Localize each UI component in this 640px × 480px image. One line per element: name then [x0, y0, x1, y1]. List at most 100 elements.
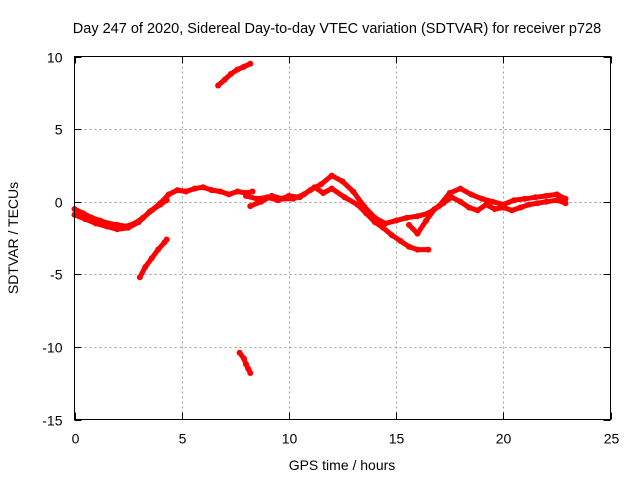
series-group [71, 60, 569, 376]
data-point [125, 224, 132, 231]
series-main-trace-b [72, 197, 170, 232]
data-point [397, 237, 404, 244]
data-point [414, 246, 421, 253]
data-point [440, 200, 447, 207]
data-point [339, 178, 346, 185]
data-point [425, 246, 432, 253]
data-point [431, 206, 438, 212]
data-point [240, 355, 247, 362]
y-tick-labels: -15 -10 -5 0 5 10 [42, 50, 62, 429]
x-axis-label: GPS time / hours [289, 457, 396, 473]
data-point [478, 195, 485, 202]
x-tick-label: 0 [72, 431, 80, 447]
data-point [466, 204, 472, 211]
data-point [320, 190, 327, 196]
data-point [174, 187, 181, 194]
data-point [511, 197, 517, 204]
y-axis-label: SDTVAR / TECUs [5, 182, 21, 294]
data-point [448, 194, 455, 201]
data-point [371, 219, 378, 225]
data-point [521, 195, 528, 202]
x-tick-label: 20 [496, 431, 512, 447]
data-point [388, 232, 395, 239]
data-point [403, 214, 410, 221]
data-point [234, 66, 241, 73]
data-point [328, 185, 335, 192]
data-point [258, 198, 264, 205]
data-point [491, 206, 498, 212]
data-point [191, 185, 198, 192]
x-tick-label: 15 [389, 431, 405, 447]
data-point [380, 224, 387, 231]
data-point [236, 349, 243, 356]
data-point [532, 194, 539, 201]
data-point [406, 221, 412, 228]
data-point [247, 60, 254, 67]
data-point [247, 370, 254, 376]
data-point [208, 187, 215, 194]
data-point [500, 204, 507, 211]
data-point [414, 213, 421, 220]
data-point [318, 181, 325, 188]
data-point [406, 243, 412, 250]
data-point [157, 201, 164, 208]
data-point [215, 82, 222, 89]
data-point [82, 216, 89, 223]
data-point [423, 217, 430, 224]
data-point [350, 188, 357, 195]
y-tick-label: -5 [50, 267, 63, 283]
data-point [311, 184, 318, 191]
data-point [234, 188, 241, 195]
data-point [165, 191, 172, 198]
data-point [155, 246, 162, 253]
data-point [543, 192, 550, 199]
data-point [146, 208, 153, 215]
data-point [249, 188, 256, 195]
y-tick-label: -15 [42, 413, 62, 429]
data-point [240, 63, 247, 70]
data-point [562, 200, 569, 207]
data-point [163, 236, 170, 243]
data-point [414, 230, 421, 237]
data-point [474, 207, 481, 214]
data-point [200, 184, 207, 191]
data-point [148, 255, 155, 262]
data-point [217, 188, 224, 195]
x-tick-label: 25 [604, 431, 620, 447]
y-tick-label: 0 [55, 195, 63, 211]
data-point [354, 201, 361, 208]
data-point [457, 198, 464, 205]
data-point [483, 201, 490, 208]
data-point [221, 76, 228, 83]
grid [74, 56, 611, 420]
data-point [553, 191, 560, 198]
data-point [92, 220, 99, 227]
data-point [279, 195, 286, 202]
data-point [553, 197, 560, 204]
data-point [457, 185, 464, 192]
data-point [142, 264, 149, 270]
data-point [393, 217, 400, 224]
data-point [103, 223, 110, 230]
plot-frame [74, 56, 611, 420]
data-point [247, 203, 254, 210]
data-point [268, 192, 275, 199]
ticks [74, 56, 612, 421]
data-point [328, 172, 335, 179]
data-point [300, 191, 307, 198]
chart-title: Day 247 of 2020, Sidereal Day-to-day VTE… [73, 21, 601, 37]
data-point [136, 274, 143, 281]
data-point [468, 191, 475, 198]
data-point [114, 226, 121, 233]
data-point [543, 198, 550, 205]
data-point [290, 195, 297, 202]
y-tick-label: -10 [42, 340, 62, 356]
data-point [243, 192, 249, 199]
data-point [534, 200, 541, 207]
x-tick-label: 10 [282, 431, 298, 447]
x-tick-labels: 0 5 10 15 20 25 [72, 431, 620, 447]
data-point [341, 194, 348, 201]
data-point [163, 197, 170, 204]
data-point [135, 219, 142, 225]
